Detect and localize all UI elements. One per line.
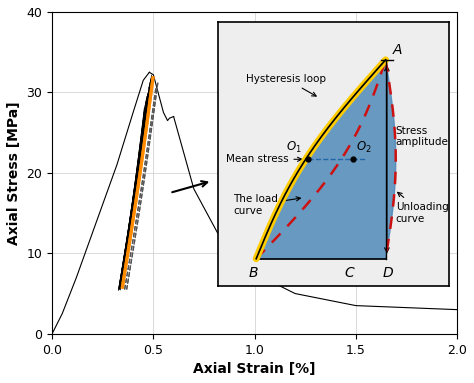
X-axis label: Axial Strain [%]: Axial Strain [%]	[193, 362, 316, 376]
Y-axis label: Axial Stress [MPa]: Axial Stress [MPa]	[7, 101, 21, 245]
